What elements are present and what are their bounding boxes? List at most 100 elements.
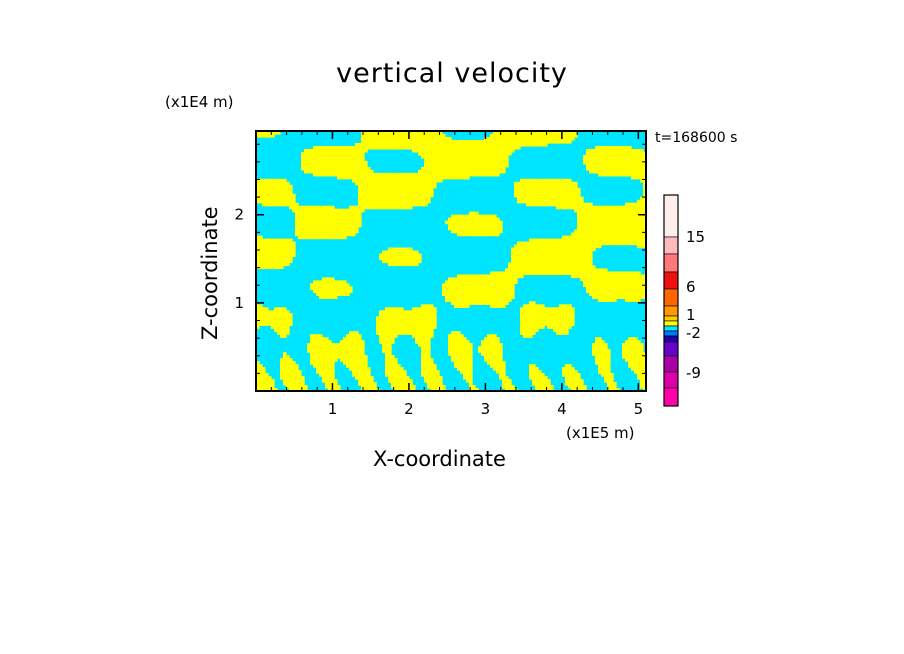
field-cell [631, 205, 635, 210]
field-cell [271, 133, 275, 138]
field-cell [403, 385, 407, 389]
field-cell [358, 337, 362, 341]
field-cell [427, 331, 431, 335]
field-cell [355, 370, 359, 374]
field-cell [310, 151, 314, 156]
field-cell [640, 229, 644, 234]
field-cell [544, 313, 548, 317]
field-cell [340, 172, 344, 177]
field-cell [391, 178, 395, 183]
field-cell [622, 277, 626, 282]
field-cell [355, 175, 359, 180]
field-cell [463, 226, 467, 231]
field-cell [334, 280, 338, 285]
field-cell [322, 295, 326, 299]
field-cell [586, 247, 590, 252]
field-cell [514, 265, 518, 270]
field-cell [583, 154, 587, 159]
field-cell [346, 145, 350, 150]
field-cell [307, 151, 311, 156]
field-cell [352, 334, 356, 338]
field-cell [640, 277, 644, 282]
field-cell [643, 196, 646, 201]
field-cell [256, 247, 260, 252]
field-cell [595, 274, 599, 279]
field-cell [637, 238, 641, 243]
field-cell [487, 289, 491, 293]
field-cell [559, 136, 563, 141]
field-cell [610, 172, 614, 177]
field-cell [430, 361, 434, 365]
field-cell [331, 223, 335, 228]
field-cell [565, 193, 569, 198]
field-cell [316, 364, 320, 368]
field-cell [262, 319, 266, 323]
field-cell [460, 169, 464, 174]
field-cell [271, 247, 275, 252]
field-cell [463, 361, 467, 365]
field-cell [592, 232, 596, 237]
field-cell [622, 229, 626, 234]
field-cell [475, 166, 479, 171]
field-cell [544, 382, 548, 386]
field-cell [352, 373, 356, 377]
field-cell [388, 250, 392, 255]
field-cell [265, 313, 269, 317]
field-cell [556, 184, 560, 189]
field-cell [415, 307, 419, 311]
field-cell [364, 199, 368, 204]
field-cell [556, 244, 560, 249]
field-cell [544, 178, 548, 183]
field-cell [613, 145, 617, 150]
field-cell [625, 217, 629, 222]
field-cell [499, 349, 503, 353]
field-cell [499, 229, 503, 234]
field-cell [358, 340, 362, 344]
field-cell [640, 346, 644, 350]
field-cell [370, 190, 374, 195]
field-cell [463, 217, 467, 222]
field-cell [634, 169, 638, 174]
field-cell [628, 286, 632, 290]
field-cell [430, 325, 434, 329]
field-cell [469, 166, 473, 171]
field-cell [643, 388, 646, 391]
field-cell [436, 172, 440, 177]
field-cell [511, 256, 515, 261]
field-cell [526, 328, 530, 332]
field-cell [529, 367, 533, 371]
field-cell [397, 145, 401, 150]
field-cell [460, 142, 464, 147]
field-cell [445, 148, 449, 153]
field-cell [622, 292, 626, 296]
field-cell [556, 247, 560, 252]
field-cell [379, 310, 383, 314]
field-cell [538, 259, 542, 264]
field-cell [337, 169, 341, 174]
field-cell [634, 352, 638, 356]
field-cell [268, 376, 272, 380]
field-cell [595, 292, 599, 296]
field-cell [391, 131, 395, 135]
field-cell [541, 142, 545, 147]
field-cell [484, 289, 488, 293]
field-cell [421, 316, 425, 320]
field-cell [331, 379, 335, 383]
field-cell [565, 253, 569, 258]
field-cell [631, 298, 635, 302]
field-cell [292, 202, 296, 207]
field-cell [604, 298, 608, 302]
field-cell [451, 349, 455, 353]
field-cell [535, 196, 539, 201]
field-cell [331, 157, 335, 162]
field-cell [259, 178, 263, 183]
field-cell [268, 202, 272, 207]
field-cell [550, 316, 554, 320]
field-cell [619, 163, 623, 168]
field-cell [487, 349, 491, 353]
field-cell [361, 199, 365, 204]
field-cell [553, 319, 557, 323]
field-cell [415, 199, 419, 204]
field-cell [475, 232, 479, 237]
field-cell [532, 367, 536, 371]
